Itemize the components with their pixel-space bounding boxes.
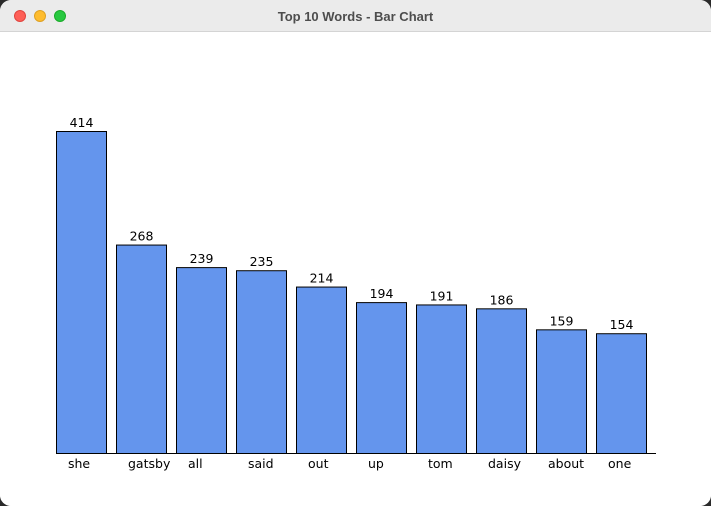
data-label-one: 154 <box>610 317 634 332</box>
x-tick-label-about: about <box>548 456 584 471</box>
data-label-tom: 191 <box>430 288 454 303</box>
x-tick-label-tom: tom <box>428 456 453 471</box>
bar-gatsby <box>116 244 167 454</box>
x-tick-label-all: all <box>188 456 203 471</box>
x-tick-label-said: said <box>248 456 274 471</box>
data-label-up: 194 <box>370 286 394 301</box>
minimize-window-button[interactable] <box>34 10 46 22</box>
x-tick-label-she: she <box>68 456 90 471</box>
title-bar[interactable]: Top 10 Words - Bar Chart <box>0 0 711 32</box>
bar-daisy <box>476 308 527 455</box>
close-window-button[interactable] <box>14 10 26 22</box>
data-label-daisy: 186 <box>490 292 514 307</box>
bar-chart: 414 she 268 gatsby 239 all 235 said 214 out 194 up 1… <box>56 115 656 471</box>
bar-one <box>596 333 647 455</box>
data-label-said: 235 <box>250 254 274 269</box>
data-label-out: 214 <box>310 271 334 286</box>
x-tick-label-out: out <box>308 456 329 471</box>
bar-out <box>296 286 347 454</box>
x-tick-label-gatsby: gatsby <box>128 456 171 471</box>
bar-all <box>176 267 227 454</box>
chart-area: 414 she 268 gatsby 239 all 235 said 214 out 194 up 1… <box>0 32 711 506</box>
zoom-window-button[interactable] <box>54 10 66 22</box>
bar-up <box>356 302 407 454</box>
window-title: Top 10 Words - Bar Chart <box>277 9 434 24</box>
data-label-she: 414 <box>70 115 94 130</box>
bar-about <box>536 329 587 455</box>
x-tick-label-one: one <box>608 456 632 471</box>
data-label-gatsby: 268 <box>130 229 154 244</box>
bar-said <box>236 270 287 454</box>
data-label-all: 239 <box>190 251 214 266</box>
bar-tom <box>416 304 467 455</box>
x-tick-label-up: up <box>368 456 384 471</box>
bar-she <box>56 131 107 454</box>
x-tick-label-daisy: daisy <box>488 456 522 471</box>
data-label-about: 159 <box>550 313 574 328</box>
